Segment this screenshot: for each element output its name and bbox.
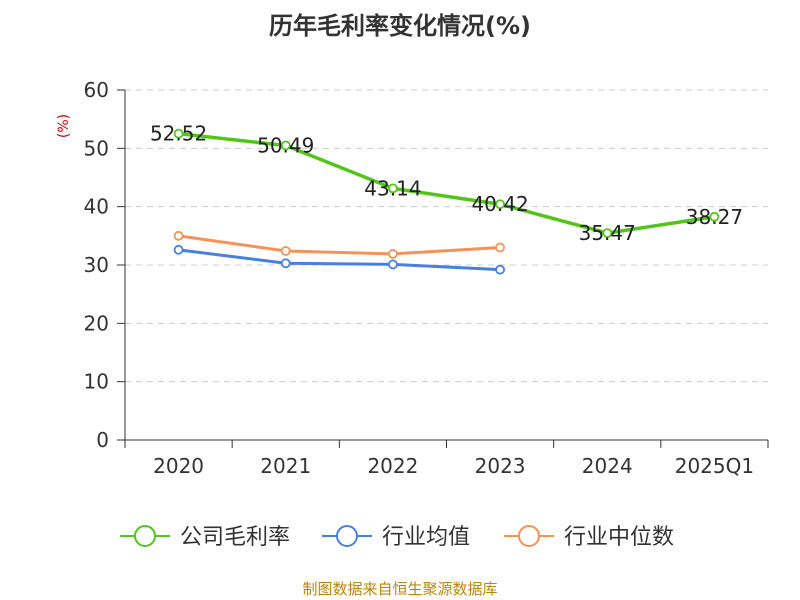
data-point [173,244,184,255]
x-tick-label: 2023 [475,454,526,478]
data-source: 制图数据来自恒生聚源数据库 [302,580,497,598]
data-labels: 52.52 50.49 43.14 40.42 35.47 38.27 [150,122,743,245]
series-group [173,128,720,275]
data-point [280,140,291,151]
legend-marker [336,525,358,547]
x-tick-label: 2025Q1 [675,454,754,478]
data-point [709,211,720,222]
legend-label: 公司毛利率 [180,525,290,550]
legend-label: 行业均值 [382,525,470,550]
data-point [388,249,398,259]
data-point [495,242,505,253]
y-axis-unit: (%) [56,114,72,138]
x-tick-label: 2021 [260,454,311,478]
data-point [602,228,613,238]
legend-label: 行业中位数 [564,525,674,550]
x-tick-label: 2022 [367,454,418,478]
data-point [495,264,505,275]
data-label: 40.42 [471,192,528,216]
data-point [173,128,184,139]
data-point [388,259,398,270]
legend-marker [134,525,156,547]
data-label: 52.52 [150,122,207,146]
data-point [388,183,398,194]
x-tick-label: 2020 [153,454,204,478]
y-tick-label: 10 [84,370,109,394]
series-line-3 [178,234,501,256]
legend: 公司毛利率 行业均值 行业中位数 [120,525,674,550]
data-point [173,230,184,241]
axes: 0 10 20 30 40 50 60 2020 2021 2022 2023 2024 2025Q1 [84,78,769,478]
data-point [280,258,291,269]
x-tick-label: 2024 [582,454,633,478]
data-label: 50.49 [257,133,314,157]
data-label: 35.47 [579,221,636,245]
series-line-2 [178,248,501,272]
data-point [495,199,505,210]
chart-title: 历年毛利率变化情况(%) [269,12,531,40]
data-label: 43.14 [364,176,421,200]
y-tick-label: 30 [84,253,109,277]
grid-lines [125,89,768,383]
data-point [280,246,291,256]
y-tick-label: 60 [84,78,109,102]
legend-marker [518,525,540,547]
y-tick-label: 40 [84,195,109,219]
series-line-1 [178,131,715,235]
y-tick-label: 0 [96,428,109,452]
data-label: 38.27 [686,205,743,229]
y-tick-label: 20 [84,311,109,335]
y-tick-label: 50 [84,136,109,160]
